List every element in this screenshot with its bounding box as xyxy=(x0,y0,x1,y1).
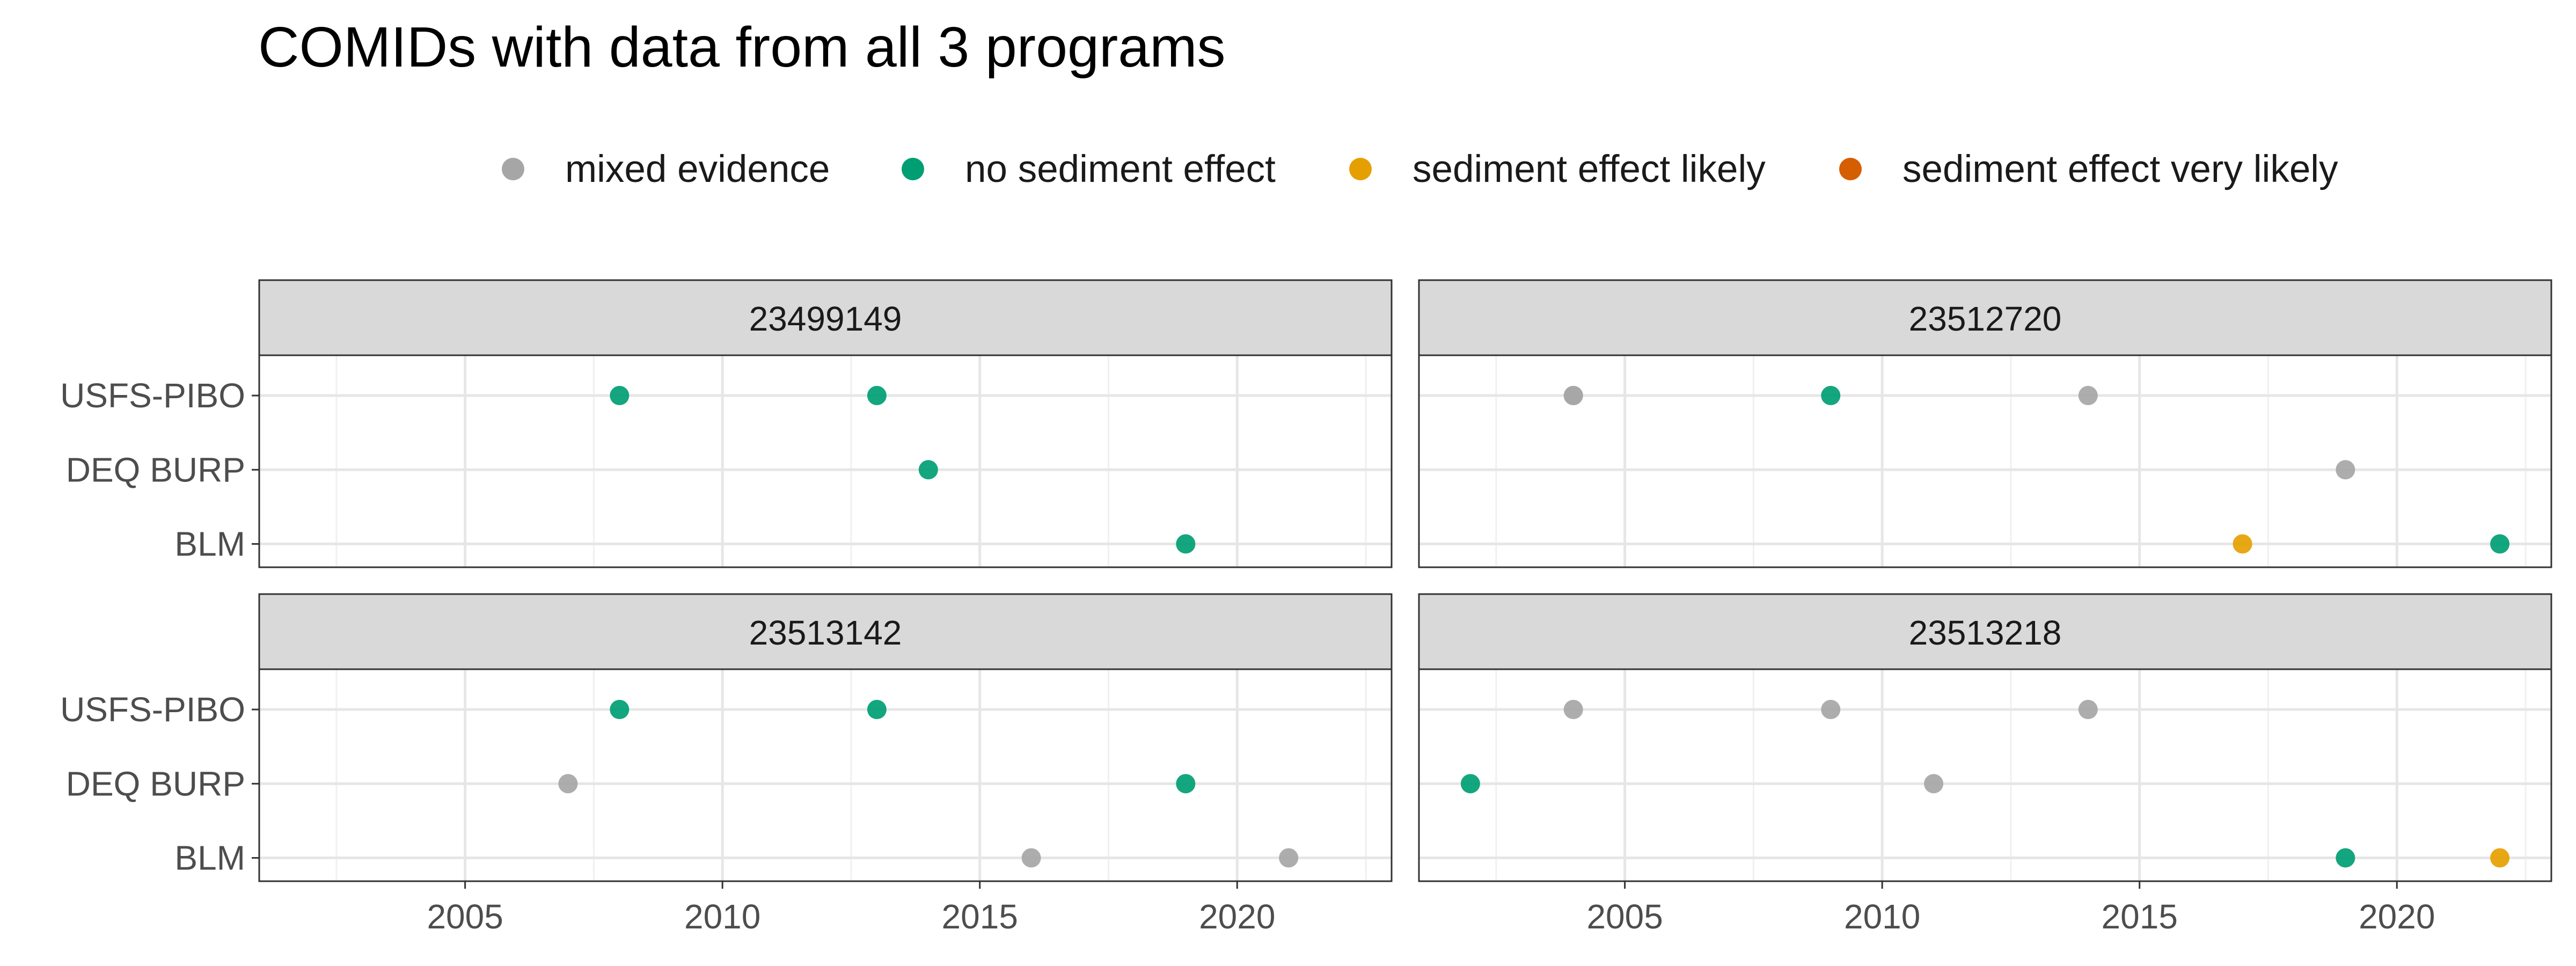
facet-strip xyxy=(1418,279,2552,356)
facet-strip xyxy=(1418,593,2552,670)
legend-marker-no-sediment-effect xyxy=(902,158,924,180)
panel-border xyxy=(258,668,1393,882)
x-tick-label: 2020 xyxy=(1199,897,1275,936)
data-point xyxy=(1821,386,1841,406)
data-point xyxy=(1021,848,1041,868)
x-tick-label: 2010 xyxy=(684,897,760,936)
chart-title: COMIDs with data from all 3 programs xyxy=(258,16,1226,79)
data-point xyxy=(2078,386,2098,406)
data-point xyxy=(1563,700,1583,720)
legend-marker-sediment-effect-very-likely xyxy=(1839,158,1862,180)
panel-23512720: 23512720 xyxy=(1418,279,2552,568)
data-point xyxy=(610,386,630,406)
x-tick-label: 2020 xyxy=(2359,897,2435,936)
x-tick-label: 2005 xyxy=(1586,897,1663,936)
data-point xyxy=(610,700,630,720)
y-tick-label: USFS-PIBO xyxy=(60,376,245,415)
legend-marker-sediment-effect-likely xyxy=(1349,158,1372,180)
data-point xyxy=(2078,700,2098,720)
facet-label: 23512720 xyxy=(1909,299,2062,338)
data-point xyxy=(2490,534,2510,554)
y-tick-label: USFS-PIBO xyxy=(60,690,245,729)
data-point xyxy=(2336,848,2355,868)
facet-strip xyxy=(258,279,1393,356)
data-point xyxy=(1176,534,1196,554)
panel-border xyxy=(1418,668,2552,882)
data-point xyxy=(867,700,887,720)
x-tick-label: 2015 xyxy=(942,897,1018,936)
x-tick-label: 2015 xyxy=(2102,897,2178,936)
facet-label: 23499149 xyxy=(749,299,902,338)
data-point xyxy=(1924,774,1944,794)
data-point xyxy=(1279,848,1299,868)
facet-label: 23513218 xyxy=(1909,613,2062,652)
data-point xyxy=(918,460,938,480)
panel-23499149: 23499149 USFS-PIBO DEQ BURP BLM xyxy=(60,279,1393,568)
legend-label-sediment-effect-very-likely: sediment effect very likely xyxy=(1902,148,2338,191)
data-point xyxy=(1821,700,1841,720)
panel-background xyxy=(1419,355,2551,567)
y-tick-label: BLM xyxy=(174,839,245,877)
data-point xyxy=(867,386,887,406)
data-point xyxy=(2233,534,2252,554)
legend-item-mixed-evidence: mixed evidence xyxy=(502,137,830,201)
facet-strip xyxy=(258,593,1393,670)
data-point xyxy=(1176,774,1196,794)
legend-label-no-sediment-effect: no sediment effect xyxy=(965,148,1276,191)
data-point xyxy=(1460,774,1480,794)
data-point xyxy=(558,774,578,794)
legend-marker-mixed-evidence xyxy=(502,158,524,180)
facet-label: 23513142 xyxy=(749,613,902,652)
data-point xyxy=(2336,460,2355,480)
panel-23513142: 23513142 USFS-PIBO DEQ BURP BLM 2005 2010 2015… xyxy=(60,593,1393,936)
legend-item-no-sediment-effect: no sediment effect xyxy=(902,137,1276,201)
panel-background xyxy=(1419,669,2551,881)
panel-border xyxy=(1418,354,2552,568)
legend-label-mixed-evidence: mixed evidence xyxy=(565,148,830,191)
legend: mixed evidence no sediment effect sedime… xyxy=(0,137,2576,201)
x-tick-label: 2005 xyxy=(427,897,503,936)
panel-23513218: 23513218 2005 2010 2015 2020 xyxy=(1418,593,2552,936)
legend-item-sediment-effect-very-likely: sediment effect very likely xyxy=(1839,137,2338,201)
y-tick-label: BLM xyxy=(174,525,245,564)
legend-label-sediment-effect-likely: sediment effect likely xyxy=(1413,148,1766,191)
x-tick-label: 2010 xyxy=(1844,897,1920,936)
y-tick-label: DEQ BURP xyxy=(66,450,245,489)
panel-border xyxy=(258,354,1393,568)
legend-item-sediment-effect-likely: sediment effect likely xyxy=(1349,137,1766,201)
panel-background xyxy=(259,669,1392,881)
data-point xyxy=(1563,386,1583,406)
y-tick-label: DEQ BURP xyxy=(66,764,245,803)
data-point xyxy=(2490,848,2510,868)
panel-background xyxy=(259,355,1392,567)
